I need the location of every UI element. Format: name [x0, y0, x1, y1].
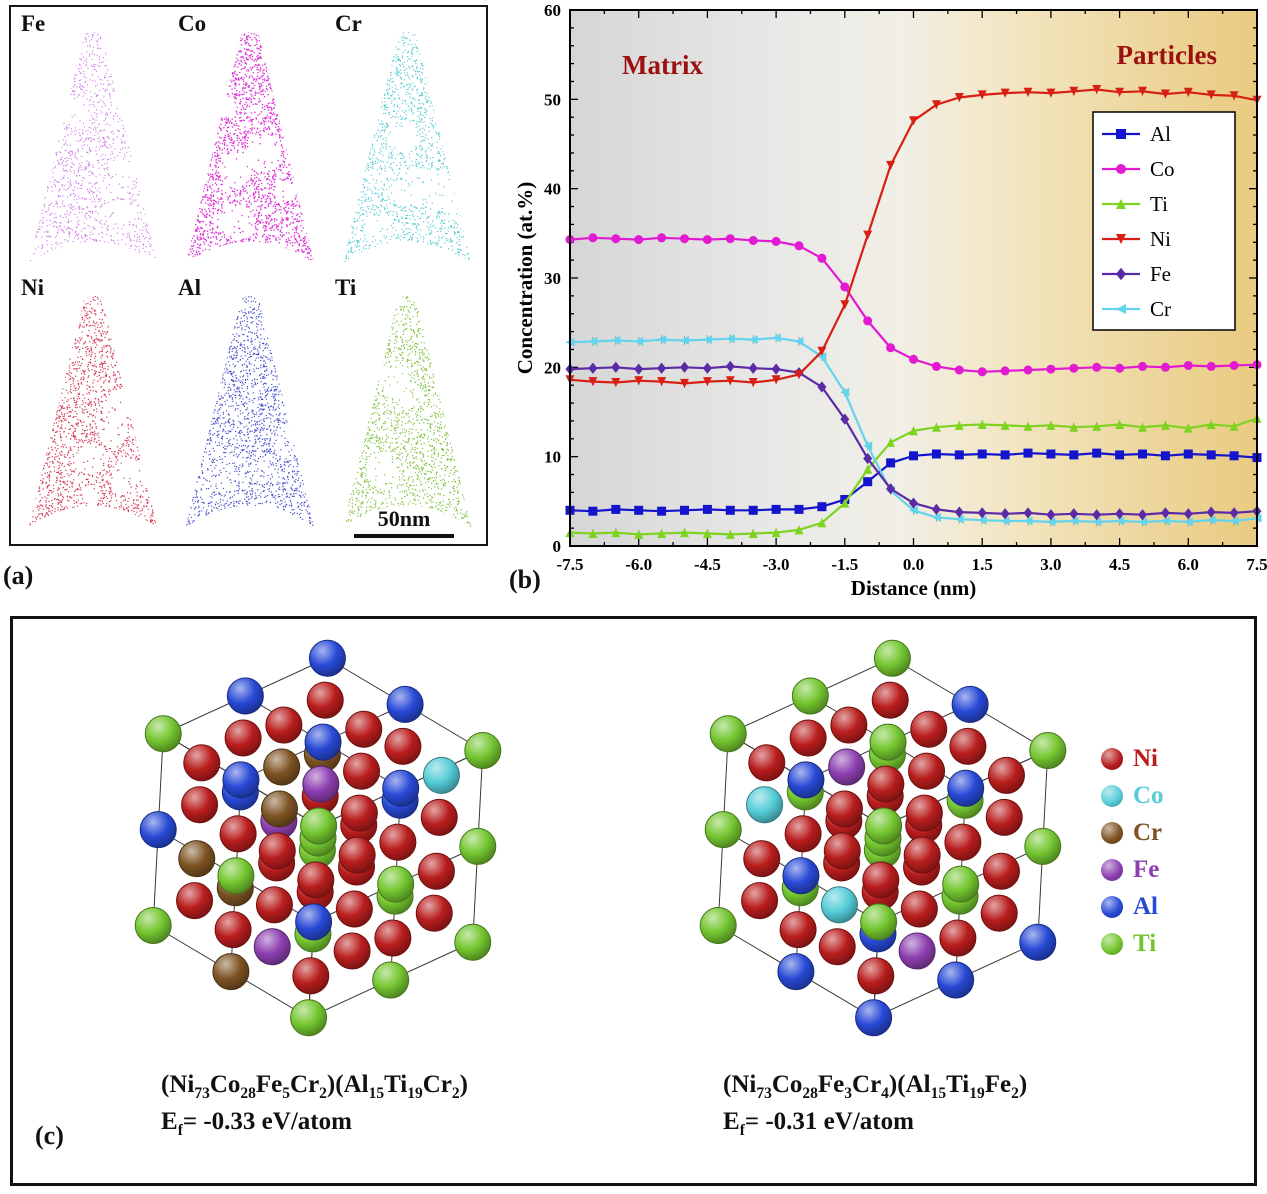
legend-label-Co: Co — [1150, 157, 1175, 181]
apt-tip-pointcloud — [28, 31, 158, 264]
legend-label-Al: Al — [1150, 122, 1171, 146]
panel-b-label: (b) — [509, 565, 541, 594]
apt-tip-pointcloud — [185, 31, 315, 264]
x-tick-label: 6.0 — [1178, 555, 1199, 574]
apt-map-fe: Fe — [15, 9, 171, 269]
legend-item-co: Co — [1101, 782, 1164, 810]
y-tick-label: 30 — [544, 269, 561, 288]
element-label: Co — [178, 11, 207, 36]
scale-bar: 50nm — [348, 506, 460, 542]
apt-tip-pointcloud — [185, 295, 315, 528]
legend-item-al: Al — [1101, 893, 1164, 921]
legend-element-label: Cr — [1133, 819, 1163, 846]
formation-energy: Ef= -0.33 eV/atom — [161, 1108, 352, 1139]
scale-bar-label: 50nm — [377, 506, 431, 531]
fe-sphere-icon — [1101, 859, 1123, 881]
y-tick-label: 10 — [544, 448, 561, 467]
co-sphere-icon — [1101, 785, 1123, 807]
apt-tip-pointcloud — [342, 31, 472, 264]
y-tick-label: 40 — [544, 180, 561, 199]
element-label: Al — [178, 275, 201, 300]
x-tick-label: 7.5 — [1246, 555, 1267, 574]
x-tick-label: -6.0 — [625, 555, 652, 574]
ti-sphere-icon — [1101, 933, 1123, 955]
apt-map-al: Al — [172, 273, 328, 533]
y-tick-label: 50 — [544, 90, 561, 109]
element-label: Ti — [335, 275, 357, 300]
x-tick-label: 1.5 — [972, 555, 993, 574]
cr-sphere-icon — [1101, 822, 1123, 844]
x-tick-label: -1.5 — [831, 555, 858, 574]
apt-map-ti: Ti — [329, 273, 485, 533]
element-legend: Ni Co Cr Fe Al Ti — [1101, 745, 1164, 967]
structure-formula: (Ni73Co28Fe3Cr4)(Al15Ti19Fe2) — [723, 1071, 1028, 1102]
panel-c-label: (c) — [35, 1121, 64, 1150]
crystal-structures-panel: Ni Co Cr Fe Al Ti (Ni73Co28Fe5Cr2)(Al15Ti19Cr… — [10, 616, 1257, 1186]
formula-right: (Ni73Co28Fe3Cr4)(Al15Ti19Fe2) Ef= -0.31 e… — [723, 1066, 1027, 1140]
legend-item-ni: Ni — [1101, 745, 1164, 773]
matrix-region-label: Matrix — [622, 50, 703, 80]
series-Fe — [565, 360, 1262, 521]
chart-legend: Al Co Ti Ni Fe Cr — [1092, 111, 1236, 331]
apt-map-co: Co — [172, 9, 328, 269]
legend-item-ti: Ti — [1101, 930, 1164, 958]
ni-sphere-icon — [1101, 748, 1123, 770]
legend-label-Ni: Ni — [1150, 227, 1171, 251]
series-Ti — [565, 413, 1262, 539]
y-tick-label: 60 — [544, 1, 561, 20]
structure-formula: (Ni73Co28Fe5Cr2)(Al15Ti19Cr2) — [161, 1071, 468, 1102]
legend-item-fe: Fe — [1101, 856, 1164, 884]
al-sphere-icon — [1101, 896, 1123, 918]
x-tick-label: 0.0 — [903, 555, 924, 574]
panel-a-label: (a) — [3, 561, 34, 590]
element-label: Ni — [21, 275, 44, 300]
apt-tip-pointcloud — [342, 295, 472, 528]
series-Cr — [565, 333, 1262, 527]
legend-label-Ti: Ti — [1150, 192, 1168, 216]
formation-energy: Ef= -0.31 eV/atom — [723, 1108, 914, 1139]
legend-label-Fe: Fe — [1150, 262, 1171, 286]
element-label: Fe — [21, 11, 46, 36]
apt-map-cr: Cr — [329, 9, 485, 269]
scale-bar-line — [354, 534, 454, 538]
y-tick-label: 20 — [544, 358, 561, 377]
x-tick-label: -7.5 — [557, 555, 584, 574]
particles-region-label: Particles — [1117, 40, 1217, 70]
x-tick-label: 3.0 — [1040, 555, 1061, 574]
legend-element-label: Fe — [1133, 856, 1160, 883]
element-label: Cr — [335, 11, 362, 36]
apt-map-ni: Ni — [15, 273, 171, 533]
legend-element-label: Co — [1133, 782, 1164, 809]
legend-element-label: Ti — [1133, 930, 1157, 957]
x-tick-label: -3.0 — [763, 555, 790, 574]
legend-element-label: Ni — [1133, 745, 1158, 772]
legend-item-cr: Cr — [1101, 819, 1164, 847]
series-Co — [565, 233, 1262, 377]
series-Ni — [565, 85, 1262, 388]
crystal-structure-left — [134, 639, 502, 1037]
legend-element-label: Al — [1133, 893, 1158, 920]
x-tick-label: -4.5 — [694, 555, 721, 574]
y-axis-title: Concentration (at.%) — [513, 182, 537, 374]
legend-label-Cr: Cr — [1150, 297, 1171, 321]
apt-maps-panel: Fe Co Cr Ni Al Ti 50nm — [9, 5, 488, 546]
formula-left: (Ni73Co28Fe5Cr2)(Al15Ti19Cr2) Ef= -0.33 e… — [161, 1066, 468, 1140]
apt-tip-pointcloud — [28, 295, 158, 528]
concentration-profile-chart: Matrix Particles -7.5 -6.0 -4.5 -3.0 -1.5 0.0 1.… — [513, 1, 1267, 600]
crystal-structure-right — [699, 639, 1067, 1037]
x-axis-title: Distance (nm) — [851, 576, 976, 600]
y-tick-label: 0 — [553, 537, 562, 556]
x-tick-label: 4.5 — [1109, 555, 1130, 574]
